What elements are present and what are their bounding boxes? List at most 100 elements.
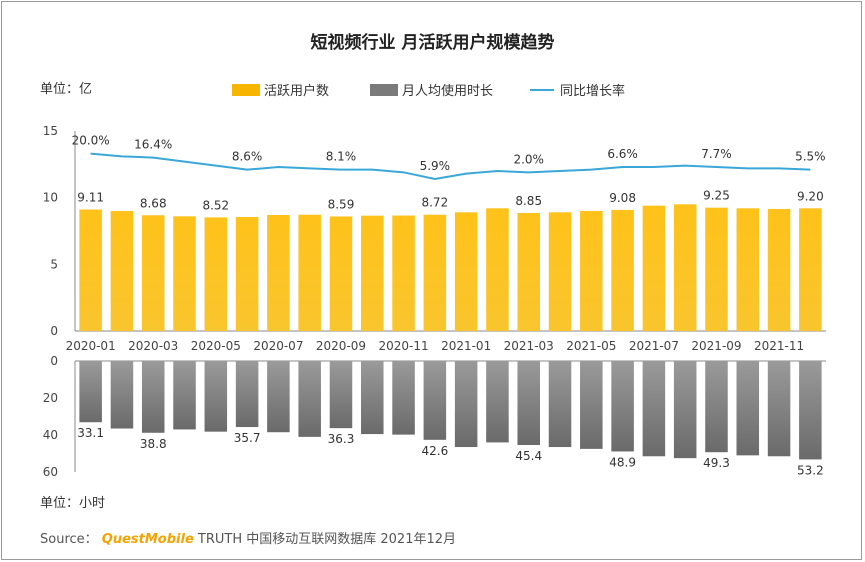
hours-data-label: 48.9	[609, 455, 636, 469]
hours-data-label: 53.2	[797, 463, 824, 477]
hours-bar	[267, 361, 290, 433]
legend-swatch-mau	[232, 83, 260, 96]
mau-bar	[486, 208, 509, 331]
source-note: Source： QuestMobile TRUTH 中国移动互联网数据库 202…	[40, 528, 456, 547]
x-tick-label: 2020-09	[316, 339, 366, 353]
mau-data-label: 8.72	[421, 196, 448, 210]
mau-bar	[767, 209, 791, 331]
hours-bar	[736, 361, 760, 456]
hours-bar	[173, 361, 196, 430]
mau-bar	[799, 208, 822, 331]
top-y-tick-label: 5	[50, 257, 58, 271]
x-tick-label: 2020-05	[191, 339, 241, 353]
growth-data-label: 6.6%	[607, 147, 638, 161]
mau-bar	[423, 214, 447, 331]
hours-data-label: 42.6	[421, 444, 448, 458]
mau-bar	[173, 216, 196, 331]
mau-bar	[548, 212, 572, 331]
chart-title: 短视频行业 月活跃用户规模趋势	[310, 33, 555, 53]
growth-data-label: 20.0%	[72, 134, 110, 148]
bottom-y-tick-label: 20	[43, 391, 58, 405]
mau-bar	[517, 213, 540, 331]
x-tick-label: 2021-09	[691, 339, 741, 353]
legend-label-hours: 月人均使用时长	[402, 84, 494, 99]
x-tick-label: 2021-01	[441, 339, 491, 353]
hours-data-label: 36.3	[328, 432, 355, 446]
x-tick-label: 2020-03	[128, 339, 178, 353]
source-rest: TRUTH 中国移动互联网数据库 2021年12月	[197, 532, 457, 547]
top-y-tick-label: 15	[43, 124, 58, 138]
hours-bar	[79, 361, 102, 423]
growth-data-label: 8.6%	[232, 150, 263, 164]
bottom-y-tick-label: 40	[43, 428, 58, 442]
hours-bar	[298, 361, 321, 437]
hours-bar	[548, 361, 572, 448]
hours-bar	[141, 361, 165, 433]
hours-bar	[799, 361, 822, 460]
hours-bar	[235, 361, 259, 428]
hours-bar	[423, 361, 447, 440]
source-brand: QuestMobile	[101, 532, 194, 547]
hours-bar	[110, 361, 134, 429]
growth-data-label: 5.9%	[420, 159, 451, 173]
hours-data-label: 33.1	[77, 426, 104, 440]
hours-data-label: 49.3	[703, 456, 730, 470]
mau-bar	[392, 215, 415, 331]
growth-data-label: 2.0%	[513, 152, 544, 166]
bottom-unit-label: 单位：小时	[40, 496, 106, 511]
mau-data-label: 8.85	[515, 194, 542, 208]
bottom-y-tick-label: 60	[43, 465, 58, 479]
legend-swatch-growth	[530, 88, 554, 91]
hours-bar	[580, 361, 603, 449]
hours-bar	[454, 361, 478, 448]
x-tick-label: 2021-03	[504, 339, 554, 353]
hours-bar	[767, 361, 791, 457]
hours-bar	[517, 361, 540, 445]
growth-data-label: 16.4%	[134, 138, 172, 152]
hours-data-label: 35.7	[234, 431, 261, 445]
mau-bar	[267, 215, 290, 331]
bottom-y-tick-label: 0	[50, 354, 58, 368]
growth-rate-line	[90, 152, 811, 181]
mau-bar	[235, 217, 259, 331]
mau-data-label: 9.08	[609, 191, 636, 205]
hours-bar	[361, 361, 384, 435]
mau-bar	[673, 204, 697, 331]
mau-bar	[611, 209, 634, 331]
hours-bar	[705, 361, 728, 453]
source-prefix: Source：	[40, 532, 98, 547]
x-tick-label: 2021-05	[566, 339, 616, 353]
legend-swatch-hours	[370, 83, 398, 96]
legend-label-mau: 活跃用户数	[264, 84, 330, 99]
legend-label-growth: 同比增长率	[560, 84, 626, 99]
mau-data-label: 8.52	[202, 198, 229, 212]
mau-bar	[329, 216, 353, 331]
mau-bar	[110, 211, 134, 331]
mau-data-label: 8.68	[140, 196, 167, 210]
mau-bar	[736, 208, 760, 331]
mau-bar	[454, 212, 478, 331]
hours-bar	[673, 361, 697, 459]
mau-bar	[298, 214, 321, 331]
mau-bar	[79, 209, 102, 331]
mau-bar	[705, 207, 728, 331]
growth-data-label: 7.7%	[701, 147, 732, 161]
x-tick-label: 2020-11	[378, 339, 428, 353]
x-tick-label: 2020-07	[253, 339, 303, 353]
x-tick-label: 2021-11	[754, 339, 804, 353]
growth-data-label: 5.5%	[795, 150, 826, 164]
top-y-tick-label: 10	[43, 191, 58, 205]
hours-bar	[486, 361, 509, 443]
legend-item-mau: 活跃用户数	[232, 80, 329, 99]
mau-data-label: 9.20	[797, 189, 824, 203]
hours-bar	[642, 361, 666, 457]
x-tick-label: 2021-07	[629, 339, 679, 353]
hours-data-label: 38.8	[140, 437, 167, 451]
hours-data-label: 45.4	[515, 449, 542, 463]
mau-bar	[141, 215, 165, 331]
top-y-tick-label: 0	[50, 324, 58, 338]
growth-data-label: 8.1%	[326, 150, 357, 164]
mau-bar	[204, 217, 228, 331]
